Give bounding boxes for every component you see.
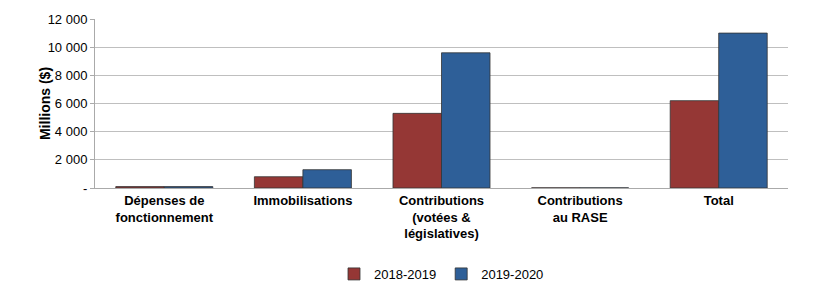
svg-text:10 000: 10 000: [48, 40, 88, 55]
svg-text:Contributionsau RASE: Contributionsau RASE: [537, 193, 622, 225]
svg-text:2019-2020: 2019-2020: [481, 267, 543, 282]
svg-text:Immobilisations: Immobilisations: [253, 193, 352, 208]
svg-text:6 000: 6 000: [55, 96, 88, 111]
svg-text:8 000: 8 000: [55, 68, 88, 83]
svg-text:4 000: 4 000: [55, 124, 88, 139]
svg-text:-: -: [83, 181, 87, 196]
svg-text:12 000: 12 000: [48, 12, 88, 27]
svg-text:Total: Total: [704, 193, 734, 208]
svg-text:Millions ($): Millions ($): [37, 67, 53, 140]
svg-text:2018-2019: 2018-2019: [374, 267, 436, 282]
svg-text:Dépenses defonctionnement: Dépenses defonctionnement: [116, 193, 214, 225]
svg-text:2 000: 2 000: [55, 152, 88, 167]
svg-text:Contributions(votées &législat: Contributions(votées &législatives): [399, 193, 484, 242]
